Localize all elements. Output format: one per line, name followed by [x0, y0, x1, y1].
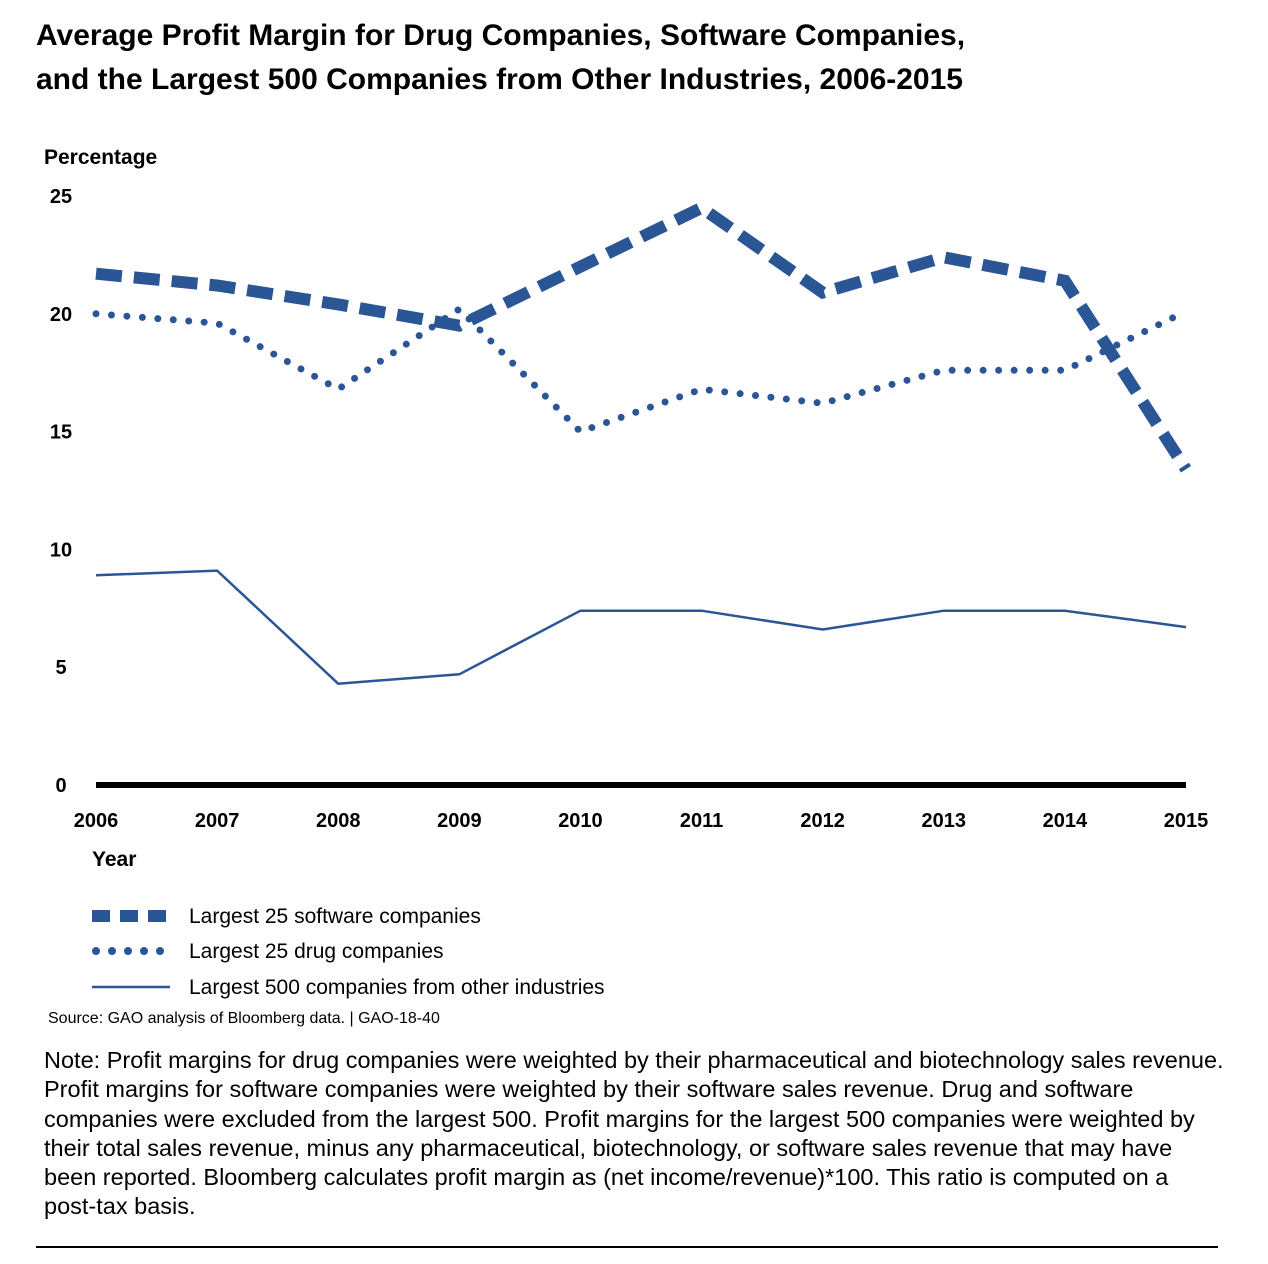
y-tick-label: 0: [55, 775, 66, 797]
x-tick-label: 2008: [316, 810, 361, 832]
legend-label: Largest 500 companies from other industr…: [189, 976, 605, 999]
series-line-dashed: [95, 200, 1192, 473]
y-tick-label: 20: [50, 304, 72, 326]
bottom-rule: [36, 1246, 1218, 1248]
x-tick-label: 2010: [558, 810, 603, 832]
x-tick-label: 2014: [1043, 810, 1088, 832]
y-tick-label: 25: [50, 186, 72, 208]
x-axis-label: Year: [92, 848, 136, 871]
x-tick-label: 2011: [680, 810, 723, 832]
y-tick-label: 5: [55, 657, 66, 679]
note-text: Note: Profit margins for drug companies …: [44, 1047, 1224, 1220]
y-axis-label: Percentage: [44, 146, 157, 169]
legend-label: Largest 25 drug companies: [189, 940, 444, 963]
series-line-dotted: [92, 305, 1190, 436]
chart-title-line-1: Average Profit Margin for Drug Companies…: [36, 19, 966, 52]
chart-title: Average Profit Margin for Drug Companies…: [36, 14, 1236, 102]
x-tick-label: 2012: [800, 810, 845, 832]
x-tick-label: 2006: [74, 810, 119, 832]
y-tick-label: 15: [50, 422, 72, 444]
line-chart: Percentage Year 0 5 10 15 20 25 2006 2007 2008 2009…: [44, 146, 1209, 999]
chart-title-line-2: and the Largest 500 Companies from Other…: [36, 63, 963, 96]
y-tick-label: 10: [50, 539, 72, 561]
x-tick-label: 2007: [195, 810, 240, 832]
series-line-solid: [95, 569, 1187, 685]
x-tick-label: 2015: [1164, 810, 1209, 832]
legend-label: Largest 25 software companies: [189, 905, 481, 928]
x-tick-label: 2009: [437, 810, 482, 832]
source-text: Source: GAO analysis of Bloomberg data. …: [48, 1010, 440, 1027]
x-tick-label: 2013: [922, 810, 967, 832]
